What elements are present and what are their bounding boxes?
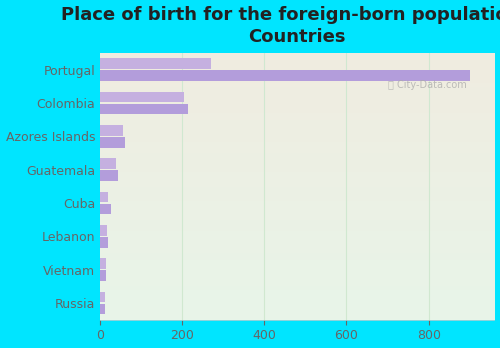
Bar: [100, 292, 105, 302]
Bar: [100, 270, 106, 281]
Bar: [100, 304, 105, 314]
Bar: [100, 170, 118, 181]
Bar: [100, 92, 184, 102]
Bar: [100, 104, 188, 114]
Bar: [100, 204, 111, 214]
Bar: [100, 125, 122, 136]
Bar: [100, 237, 108, 248]
Bar: [100, 258, 106, 269]
Bar: [100, 58, 211, 69]
Title: Place of birth for the foreign-born population -
Countries: Place of birth for the foreign-born popu…: [60, 6, 500, 46]
Bar: [100, 137, 126, 148]
Bar: [100, 158, 116, 169]
Text: ⓘ City-Data.com: ⓘ City-Data.com: [388, 80, 466, 89]
Bar: [100, 225, 107, 236]
Bar: [100, 70, 470, 81]
Bar: [100, 192, 108, 202]
